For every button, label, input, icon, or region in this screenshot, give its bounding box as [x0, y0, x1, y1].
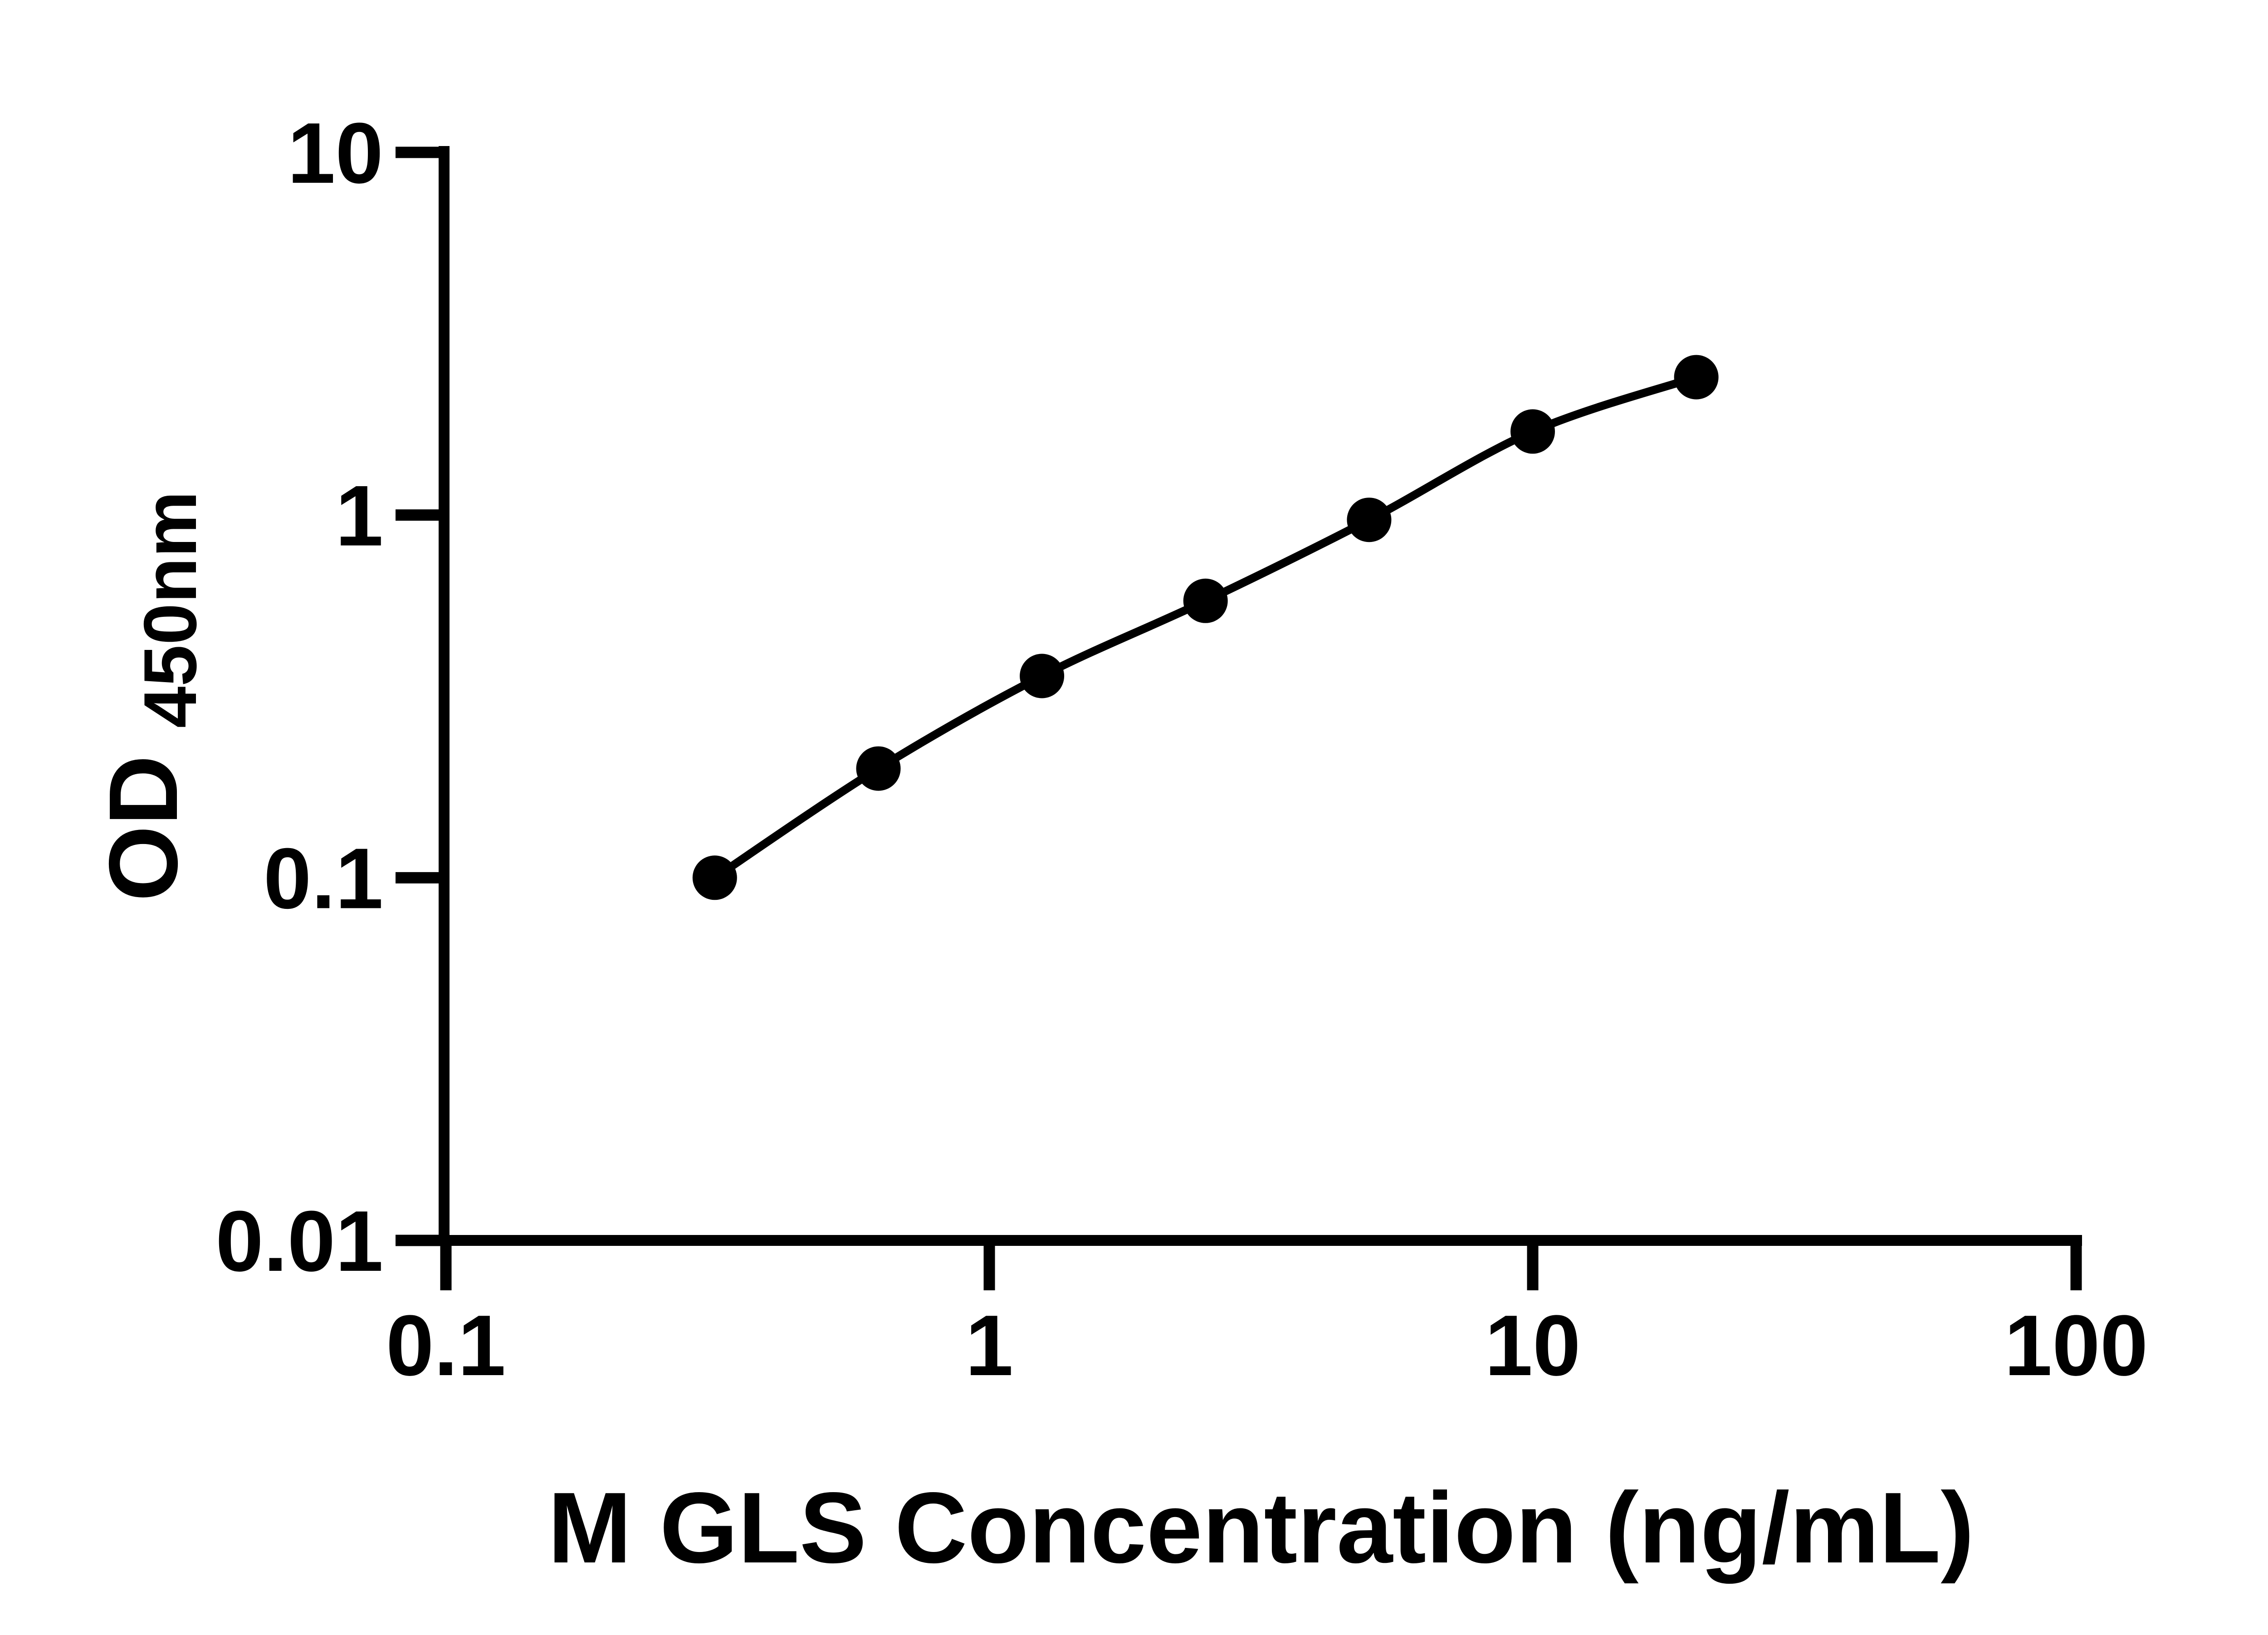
y-axis-title-subscript: 450nm [128, 491, 212, 728]
y-axis-tick-labels: 10 1 0.1 0.01 [215, 105, 383, 1289]
x-tick-label: 100 [2004, 1298, 2148, 1394]
x-tick-label: 0.1 [386, 1298, 506, 1394]
data-point-marker [1183, 578, 1228, 623]
y-tick-label: 0.01 [215, 1193, 383, 1289]
data-point-marker [856, 746, 901, 791]
y-axis-ticks [396, 146, 444, 1246]
y-tick-label: 1 [335, 468, 383, 564]
data-series [692, 355, 1719, 900]
data-point-marker [1347, 498, 1392, 542]
data-point-marker [692, 855, 737, 900]
x-tick-label: 1 [965, 1298, 1013, 1394]
y-axis-title-main: OD [88, 755, 198, 902]
y-tick-label: 10 [288, 105, 383, 201]
data-point-marker [1020, 654, 1065, 698]
y-axis-title: OD 450nm [88, 491, 212, 901]
data-point-marker [1510, 409, 1555, 454]
data-point-marker [1674, 355, 1719, 400]
x-axis-tick-labels: 0.1 1 10 100 [386, 1298, 2148, 1394]
x-tick-label: 10 [1485, 1298, 1580, 1394]
series-curve [710, 373, 1701, 882]
axes [439, 146, 2082, 1246]
y-tick-label: 0.1 [264, 830, 383, 927]
x-axis-title: M GLS Concentration (ng/mL) [548, 1472, 1975, 1584]
x-axis-ticks [440, 1240, 2082, 1290]
